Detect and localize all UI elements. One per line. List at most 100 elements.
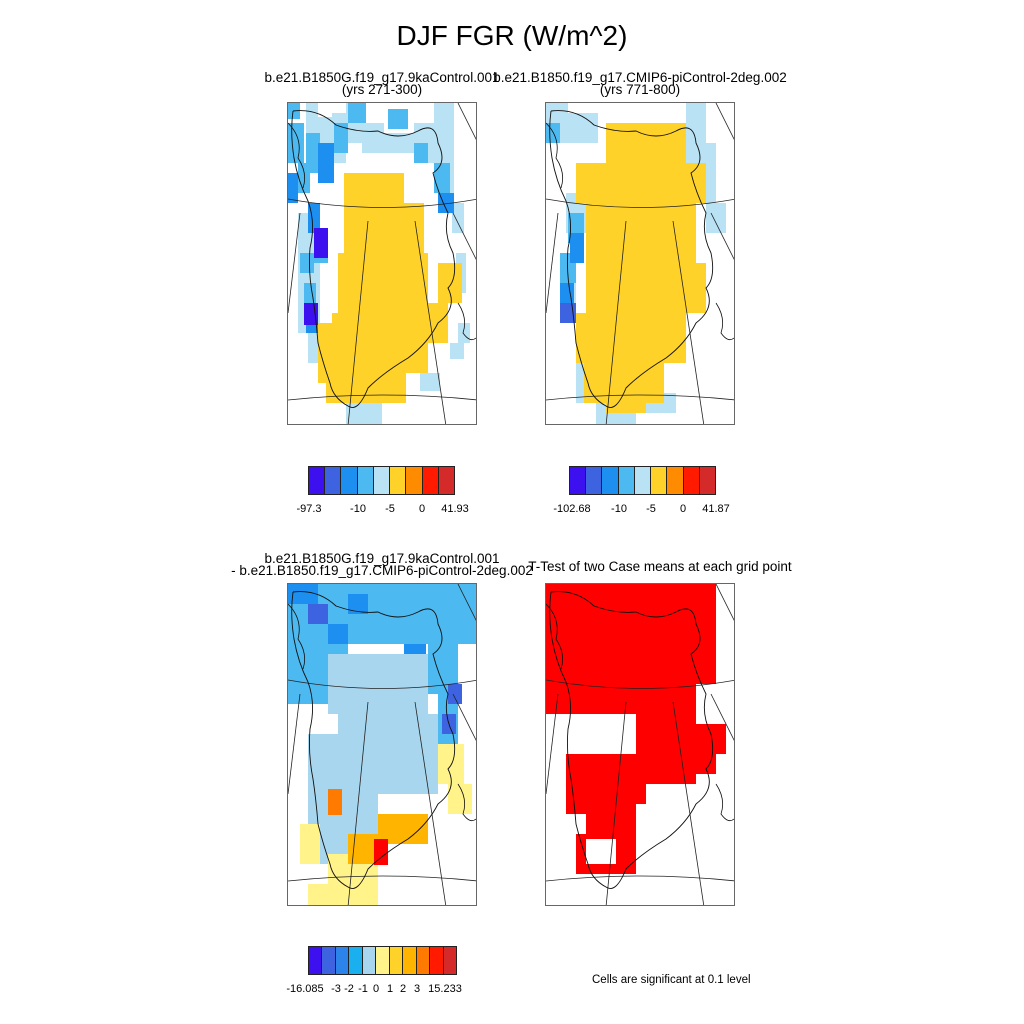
grid-cell (676, 784, 696, 804)
coastline (457, 783, 476, 822)
longitude-line (605, 701, 627, 905)
colorbar-1-label: -97.3 (296, 503, 322, 515)
grid-cell (576, 163, 706, 203)
grid-cell (676, 724, 726, 754)
grid-cell (686, 103, 706, 163)
longitude-line (710, 212, 734, 260)
grid-cell (606, 123, 686, 163)
colorbar-2-label: -5 (646, 503, 656, 515)
colorbar-3-label: -16.085 (286, 983, 324, 995)
latitude-line (288, 875, 476, 882)
panel2-title-line2: (yrs 771-800) (599, 82, 681, 97)
colorbar-2-labels: -102.68 -10 -5 0 41.87 (553, 503, 729, 517)
map-panel-3-svg (288, 584, 476, 905)
grid-cell (318, 143, 334, 183)
grid-cell (348, 103, 366, 123)
colorbar-swatch (308, 466, 326, 495)
grid-cell (636, 804, 666, 834)
longitude-line (347, 701, 369, 905)
panel1-title-line2: (yrs 271-300) (341, 82, 423, 97)
grid-cell (306, 103, 318, 133)
latitude-line (288, 679, 476, 689)
grid-cell (448, 784, 472, 814)
panel4-title: T-Test of two Case means at each grid po… (460, 559, 860, 574)
colorbar-1-label: 41.93 (441, 503, 469, 515)
colorbar-2-label: 41.87 (702, 503, 730, 515)
coastline (546, 603, 564, 670)
panel4-title-line1: T-Test of two Case means at each grid po… (528, 559, 792, 574)
grid-cell (332, 313, 432, 343)
longitude-line (546, 693, 559, 795)
colorbar-3-label: -2 (344, 983, 354, 995)
colorbar-swatch (321, 946, 336, 975)
grid-cell (362, 123, 384, 153)
longitude-line (710, 693, 734, 741)
colorbar-swatch (356, 466, 374, 495)
map-panel-1 (287, 102, 477, 425)
longitude-line (457, 584, 476, 621)
colorbar-swatch (617, 466, 635, 495)
latitude-line (546, 679, 734, 689)
grid-cell (346, 403, 382, 424)
longitude-line (672, 701, 705, 905)
latitude-line (546, 198, 734, 208)
coastline (549, 591, 714, 889)
colorbar-2-label: 0 (679, 503, 687, 515)
colorbar-swatch (601, 466, 619, 495)
coastline (288, 603, 306, 670)
panel2-title: b.e21.B1850.f19_g17.CMIP6-piControl-2deg… (450, 71, 830, 97)
grid-cell (414, 143, 428, 163)
longitude-line (452, 212, 476, 260)
colorbar-1 (308, 466, 455, 495)
grid-cell (576, 313, 686, 363)
longitude-line (414, 701, 447, 905)
grid-cell (338, 253, 428, 313)
colorbar-3-label: -3 (331, 983, 341, 995)
colorbar-swatch (633, 466, 652, 495)
grid-cell (288, 584, 318, 604)
grid-cell (344, 173, 404, 203)
longitude-line (288, 693, 301, 795)
colorbar-3-label: 3 (413, 983, 421, 995)
grid-cell (686, 754, 716, 774)
grid-cell (452, 203, 464, 233)
colorbar-1-labels: -97.3 -10 -5 0 41.93 (296, 503, 468, 517)
coastline (457, 302, 476, 341)
colorbar-3-label: 15.233 (428, 983, 462, 995)
latitude-line (546, 394, 734, 401)
colorbar-swatch (340, 466, 358, 495)
colorbar-1-label: -5 (385, 503, 395, 515)
grid-cell (546, 584, 716, 684)
grid-cell (586, 203, 696, 263)
panel1-title: b.e21.B1850G.f19_g17.9kaControl.001 (yrs… (192, 71, 572, 97)
grid-cell (308, 604, 328, 624)
grid-cell (374, 839, 388, 865)
grid-cell (288, 123, 304, 163)
map-panel-2 (545, 102, 735, 425)
colorbar-swatch (402, 946, 417, 975)
colorbar-3-label: 0 (372, 983, 380, 995)
grid-cell (438, 263, 462, 303)
latitude-line (288, 198, 476, 208)
colorbar-swatch (415, 946, 431, 975)
longitude-line (672, 220, 705, 424)
coastline (549, 110, 714, 408)
colorbar-swatch (442, 946, 457, 975)
colorbar-3-label: 1 (386, 983, 394, 995)
grid-cell (706, 203, 726, 233)
coastline (288, 122, 306, 189)
grid-cell (570, 233, 584, 263)
colorbar-1-label: -10 (350, 503, 366, 515)
coastline (546, 122, 564, 189)
grid-cell (384, 133, 414, 153)
grid-cell (288, 173, 298, 203)
colorbar-swatch (585, 466, 603, 495)
grid-cell (606, 714, 636, 754)
grid-cell (348, 594, 368, 614)
grid-cell (308, 884, 378, 905)
colorbar-swatch (682, 466, 700, 495)
colorbar-2 (569, 466, 716, 495)
colorbar-3-label: -1 (358, 983, 368, 995)
grid-cell (328, 624, 348, 644)
grid-cell (338, 714, 438, 794)
